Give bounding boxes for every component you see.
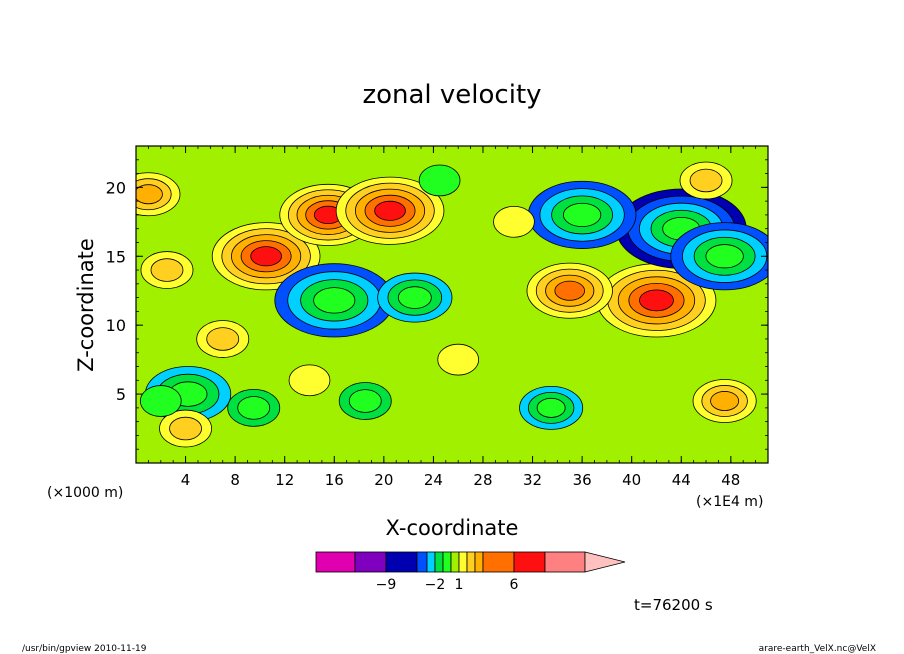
x-tick-label: 32 [523, 471, 542, 489]
colorbar-segment [354, 551, 387, 573]
footer-left: /usr/bin/gpview 2010-11-19 [22, 644, 147, 654]
time-label: t=76200 s [634, 596, 713, 614]
colorbar-label: 6 [510, 577, 519, 593]
colorbar-segment [544, 551, 586, 573]
x-unit-right: (×1E4 m) [696, 494, 763, 510]
colorbar-segment [416, 551, 428, 573]
colorbar-segment [385, 551, 418, 573]
x-tick-label: 20 [374, 471, 393, 489]
contour-region [710, 391, 740, 411]
y-tick-label: 10 [106, 316, 126, 335]
x-tick-label: 24 [424, 471, 443, 489]
x-tick-label: 16 [325, 471, 344, 489]
colorbar-segment [442, 551, 452, 573]
plot-frame [135, 145, 769, 464]
contour-region [705, 244, 744, 269]
chart-title: zonal velocity [362, 80, 541, 110]
x-axis-label: X-coordinate [386, 516, 519, 540]
x-tick-label: 8 [230, 471, 240, 489]
contour-region [437, 343, 480, 376]
x-tick-label: 36 [573, 471, 592, 489]
colorbar-label: −2 [425, 577, 446, 593]
y-tick-label: 5 [116, 385, 126, 404]
x-tick-label: 4 [181, 471, 191, 489]
footer-right: arare-earth_VelX.nc@VelX [759, 644, 876, 654]
y-axis-label: Z-coordinate [74, 238, 98, 372]
contour-region [313, 287, 356, 314]
y-tick-label: 20 [106, 178, 126, 197]
colorbar-label: −9 [376, 577, 397, 593]
contour-region [237, 396, 271, 420]
contour-region [288, 364, 331, 397]
contour-region [562, 202, 602, 228]
contour-region [418, 164, 461, 197]
contour-region [554, 280, 585, 301]
contour-region [169, 416, 202, 441]
contour-region [639, 289, 674, 312]
contour-region [150, 258, 184, 282]
colorbar-segment [482, 551, 515, 573]
colorbar-segment [426, 551, 436, 573]
x-tick-label: 12 [275, 471, 294, 489]
x-tick-label: 44 [672, 471, 691, 489]
contour-region [493, 205, 535, 238]
colorbar-label: 1 [455, 577, 464, 593]
contour-region [536, 397, 566, 418]
x-tick-label: 40 [622, 471, 641, 489]
colorbar-segment [466, 551, 476, 573]
colorbar-segment [315, 551, 356, 573]
colorbar-segment [458, 551, 468, 573]
contour-region [689, 168, 723, 193]
colorbar-segment [474, 551, 484, 573]
contour-region [397, 286, 432, 309]
contour-region [139, 385, 182, 417]
colorbar-segment [434, 551, 444, 573]
colorbar-segment [450, 551, 460, 573]
contour-region [136, 184, 163, 205]
contour-region [250, 246, 282, 267]
colorbar-arrow [584, 551, 626, 573]
colorbar: −9 −2 1 6 [315, 551, 626, 593]
y-tick-label: 15 [106, 247, 126, 266]
contour-region [348, 389, 382, 413]
x-tick-label: 48 [721, 471, 740, 489]
contour-region [206, 327, 240, 351]
x-tick-label: 28 [473, 471, 492, 489]
x-unit-left: (×1000 m) [47, 485, 123, 501]
colorbar-segment [513, 551, 546, 573]
contour-region [374, 200, 406, 221]
